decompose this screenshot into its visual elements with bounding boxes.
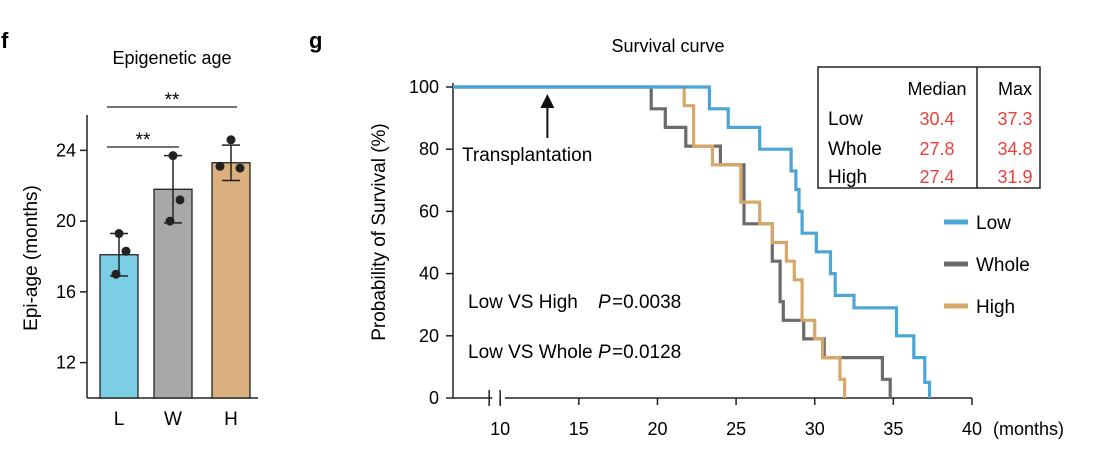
survival-curve-low — [453, 85, 932, 398]
bar-category-label: L — [114, 409, 125, 430]
stats-table-border — [817, 66, 1041, 189]
survival-ylabel: Probability of Survival (%) — [369, 123, 390, 341]
bar-ytick-label: 12 — [56, 353, 76, 373]
bar-category-label: W — [164, 409, 182, 430]
survival-ytick-label: 20 — [419, 326, 439, 346]
survival-xtick-label: 15 — [569, 419, 589, 439]
bar-ytick-label: 20 — [56, 211, 76, 231]
data-point — [175, 195, 185, 205]
table-row-label: Whole — [828, 139, 882, 160]
stat-p-value: =0.0128 — [612, 342, 681, 363]
stat-p-symbol: P — [598, 292, 611, 313]
legend-label-low: Low — [976, 213, 1011, 234]
table-max-value: 31.9 — [997, 167, 1032, 187]
survival-ytick-label: 0 — [429, 388, 439, 408]
arrow-head-icon — [540, 94, 555, 108]
survival-xtick-label: 35 — [883, 419, 903, 439]
table-header: Max — [998, 79, 1032, 99]
bar-H — [211, 162, 251, 399]
survival-ytick-label: 60 — [419, 201, 439, 221]
legend-label-high: High — [976, 297, 1015, 318]
bar-chart-title: Epigenetic age — [112, 48, 231, 68]
survival-xtick-label: 40 — [962, 419, 982, 439]
data-point — [235, 163, 245, 173]
table-header: Median — [907, 79, 966, 99]
survival-chart-title: Survival curve — [611, 36, 724, 56]
legend-label-whole: Whole — [976, 255, 1030, 276]
survival-ytick-label: 100 — [409, 77, 439, 97]
survival-ytick-label: 40 — [419, 264, 439, 284]
bar-chart-ylabel: Epi-age (months) — [21, 185, 42, 331]
bar-ytick-label: 24 — [56, 140, 76, 160]
stat-comparison-label: Low VS High — [468, 292, 578, 313]
significance-label: ** — [165, 90, 180, 111]
data-point — [168, 151, 178, 161]
data-point — [215, 161, 225, 171]
panel-label-g: g — [309, 28, 322, 53]
survival-xlabel: (months) — [993, 419, 1064, 439]
panel-label-f: f — [1, 28, 9, 53]
table-max-value: 34.8 — [997, 139, 1032, 159]
table-median-value: 27.4 — [919, 167, 954, 187]
data-point — [111, 269, 121, 279]
bar-category-label: H — [224, 409, 238, 430]
data-point — [114, 229, 124, 239]
survival-curve-high — [453, 85, 847, 398]
transplantation-label: Transplantation — [462, 145, 592, 166]
survival-xtick-label: 30 — [805, 419, 825, 439]
data-point — [165, 216, 175, 226]
stat-p-value: =0.0038 — [612, 292, 681, 313]
bar-L — [99, 254, 139, 399]
table-median-value: 27.8 — [919, 139, 954, 159]
data-point — [226, 135, 236, 145]
significance-label: ** — [136, 130, 151, 151]
table-max-value: 37.3 — [997, 109, 1032, 129]
stat-p-symbol: P — [598, 342, 611, 363]
stat-comparison-label: Low VS Whole — [468, 342, 593, 363]
survival-xtick-label: 20 — [647, 419, 667, 439]
survival-xtick-label: 10 — [490, 419, 510, 439]
table-median-value: 30.4 — [919, 109, 954, 129]
data-point — [121, 246, 131, 256]
survival-xtick-label: 25 — [726, 419, 746, 439]
bar-ytick-label: 16 — [56, 282, 76, 302]
survival-ytick-label: 80 — [419, 139, 439, 159]
table-row-label: High — [828, 167, 867, 188]
table-row-label: Low — [828, 109, 863, 130]
